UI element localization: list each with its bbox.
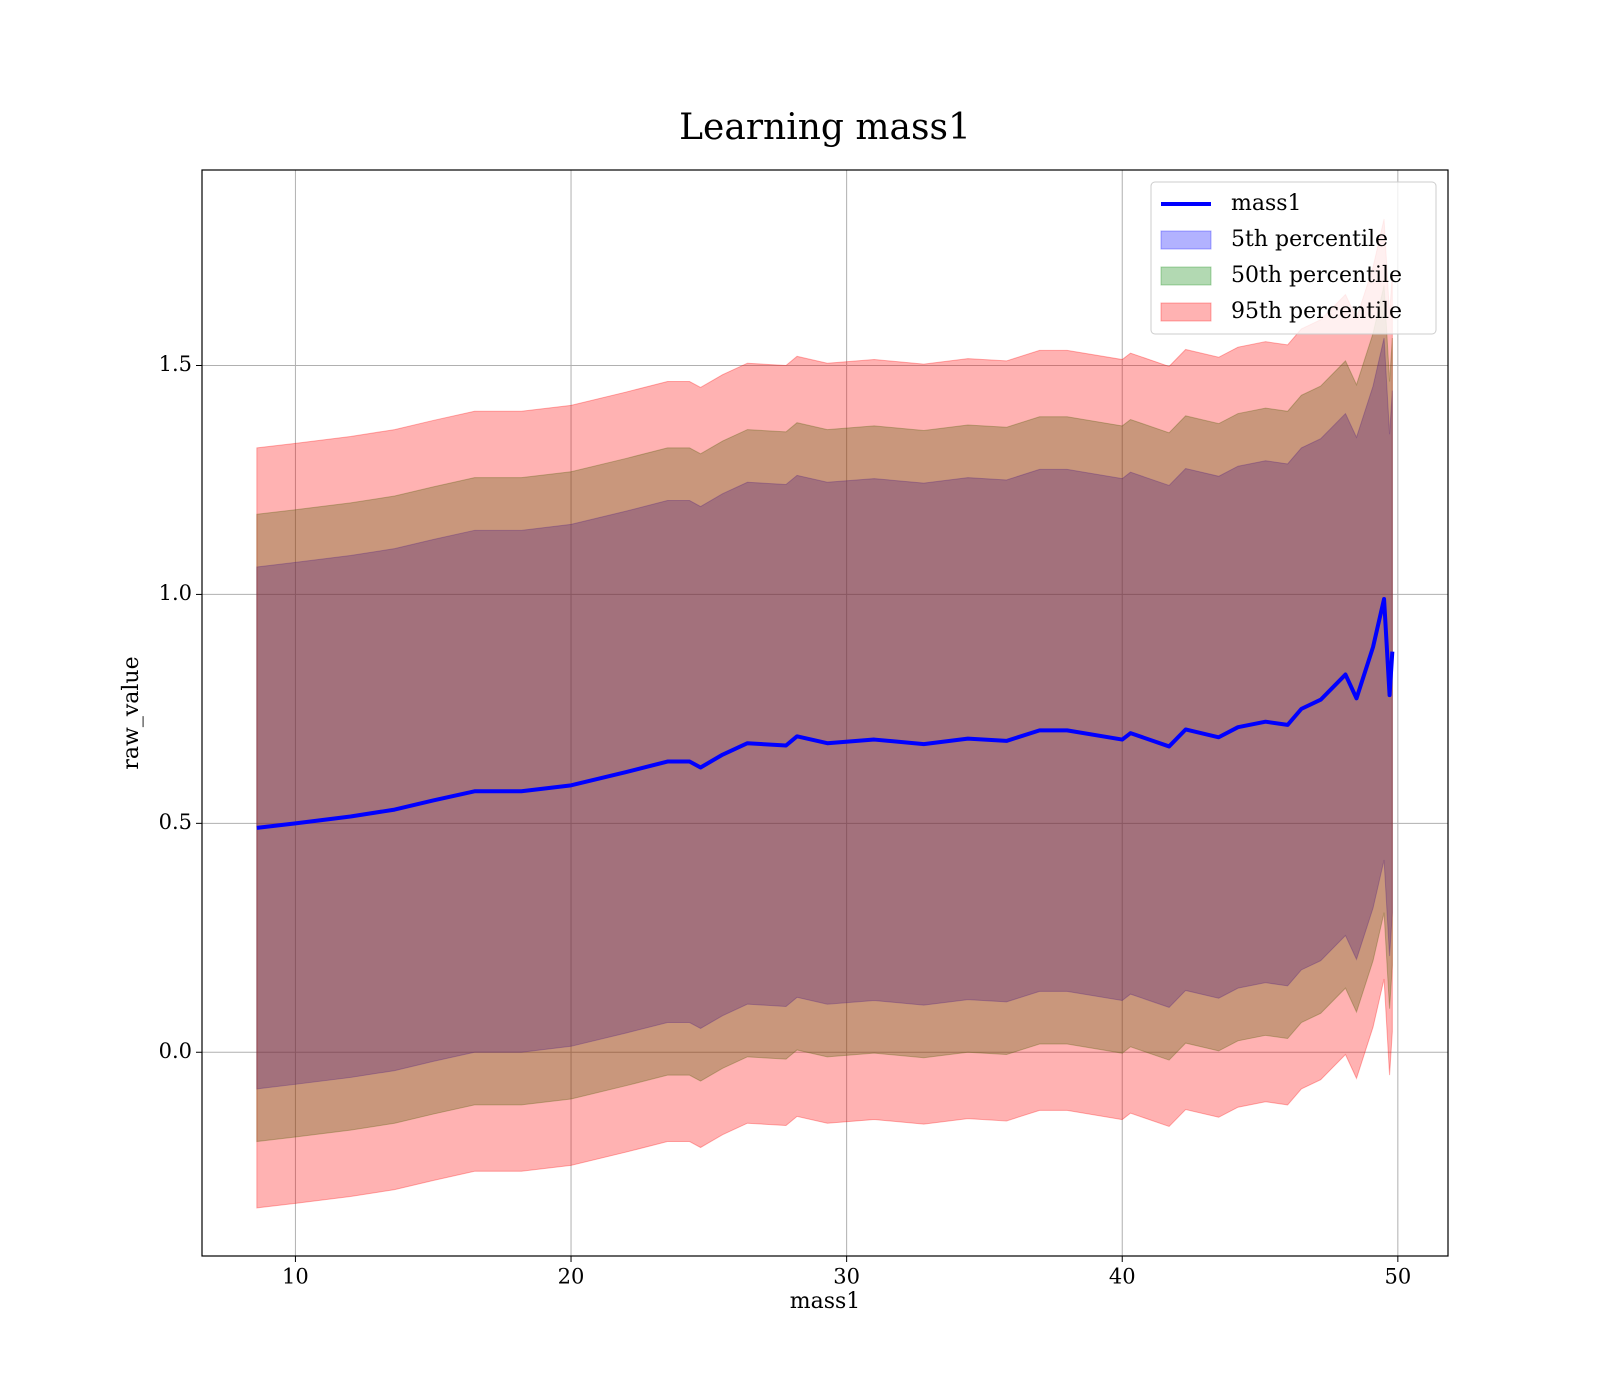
- percentile-band: [256, 337, 1393, 1090]
- legend-label: 95th percentile: [1231, 299, 1402, 324]
- x-tick-label: 20: [558, 1265, 585, 1289]
- x-tick-label: 30: [833, 1265, 860, 1289]
- legend-swatch: [1160, 230, 1212, 250]
- x-axis-label: mass1: [790, 1289, 861, 1314]
- chart-title: Learning mass1: [679, 107, 971, 148]
- y-axis-label: raw_value: [119, 656, 144, 769]
- x-tick-label: 40: [1109, 1265, 1136, 1289]
- y-tick-label: 0.0: [159, 1039, 192, 1063]
- legend-swatch: [1160, 302, 1212, 322]
- x-tick-label: 10: [282, 1265, 309, 1289]
- legend-label: mass1: [1231, 191, 1302, 216]
- percentile-band: [256, 285, 1393, 1143]
- y-tick-label: 0.5: [159, 810, 192, 834]
- percentile-band: [256, 218, 1393, 1209]
- legend-label: 50th percentile: [1231, 263, 1402, 288]
- x-tick-label: 50: [1384, 1265, 1411, 1289]
- y-tick-label: 1.5: [159, 352, 192, 376]
- y-tick-label: 1.0: [159, 581, 192, 605]
- line: [256, 596, 1395, 830]
- legend-swatch: [1160, 266, 1212, 286]
- legend-box: [1150, 181, 1437, 335]
- legend-label: 5th percentile: [1231, 227, 1388, 252]
- plot-frame: [201, 169, 1449, 1257]
